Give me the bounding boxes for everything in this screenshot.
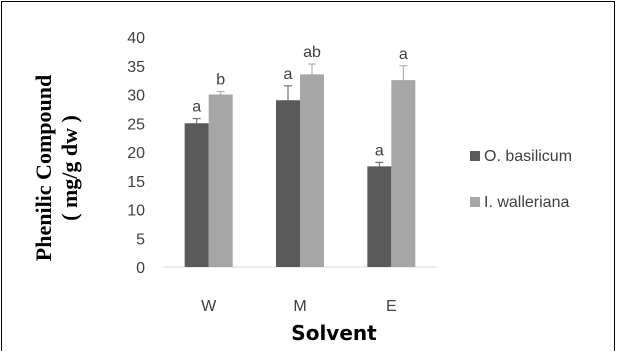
significance-label: ab — [303, 44, 321, 61]
significance-label: a — [399, 46, 408, 63]
x-tick-label: W — [201, 298, 217, 315]
y-axis-title-line: Phenilic Compound — [31, 75, 56, 261]
y-tick-label: 25 — [127, 116, 145, 133]
y-axis-title-line: ( mg/g dw ) — [57, 115, 82, 221]
bar — [391, 80, 416, 267]
x-tick-label: M — [293, 298, 306, 315]
y-tick-label: 40 — [127, 30, 145, 47]
y-tick-label: 30 — [127, 88, 145, 105]
y-tick-label: 10 — [127, 203, 145, 220]
y-tick-label: 15 — [127, 174, 145, 191]
significance-label: a — [375, 142, 384, 159]
legend-label: O. basilicum — [484, 148, 572, 165]
bar — [208, 94, 233, 267]
legend-label: I. walleriana — [484, 194, 569, 211]
significance-label: a — [284, 66, 293, 83]
y-axis-ticks: 0 5 10 15 20 25 30 35 40 — [127, 30, 145, 277]
bar — [276, 100, 300, 267]
legend-swatch — [470, 197, 480, 207]
y-tick-label: 35 — [127, 59, 145, 76]
legend: O. basilicum I. walleriana — [470, 148, 572, 211]
bar — [367, 166, 392, 267]
y-tick-label: 20 — [127, 145, 145, 162]
x-tick-label: E — [386, 298, 397, 315]
x-axis-title: Solvent — [291, 321, 377, 345]
bar — [300, 74, 324, 267]
legend-swatch — [470, 151, 480, 161]
y-tick-label: 5 — [136, 231, 145, 248]
bar — [184, 123, 209, 267]
significance-label: a — [192, 99, 201, 116]
y-tick-label: 0 — [136, 260, 145, 277]
significance-label: b — [216, 72, 225, 89]
y-axis-title: Phenilic Compound( mg/g dw ) — [31, 75, 82, 261]
